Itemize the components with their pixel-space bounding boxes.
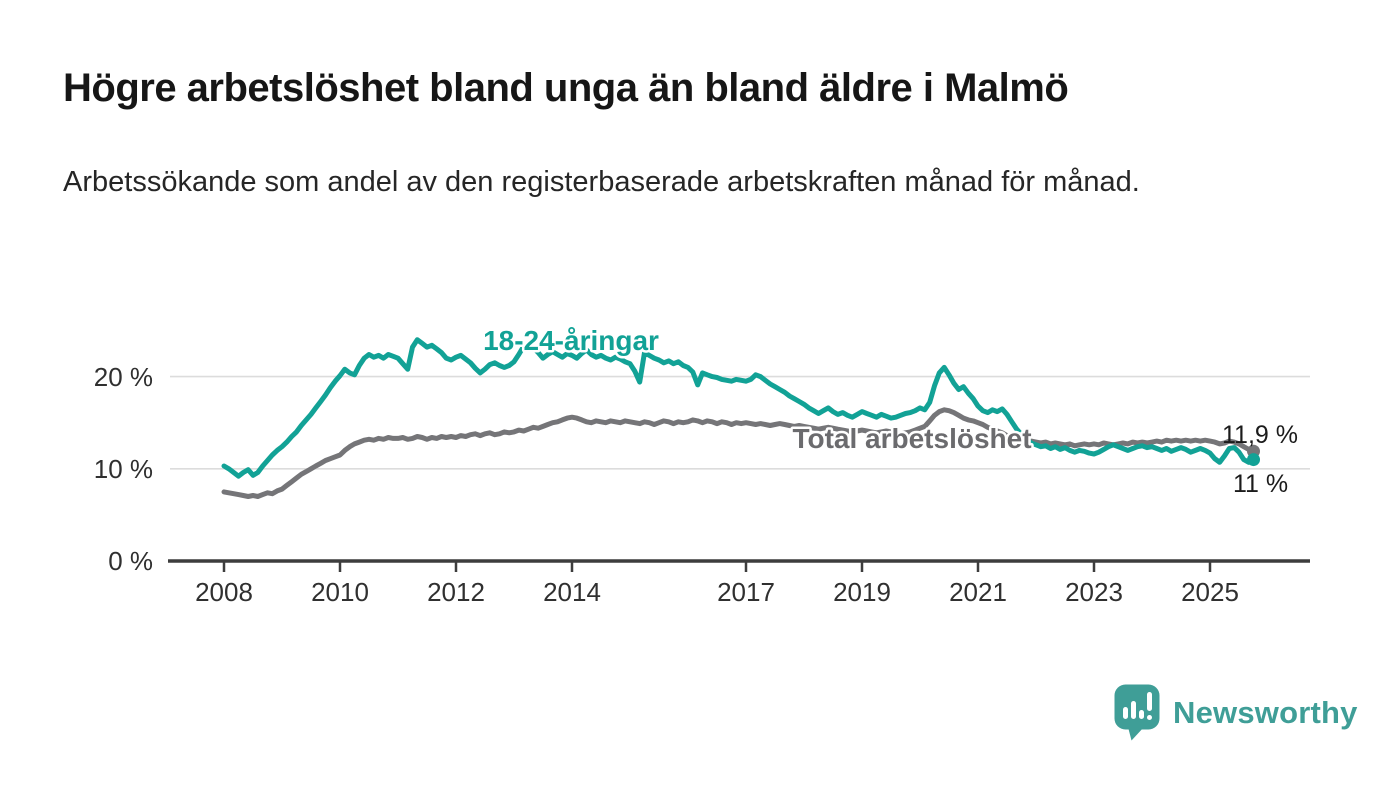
x-tick-label: 2008	[195, 577, 253, 607]
y-tick-label-10: 10 %	[94, 454, 153, 484]
x-tick-label: 2010	[311, 577, 369, 607]
gridlines	[170, 375, 1310, 470]
x-tick-label: 2012	[427, 577, 485, 607]
x-tick-label: 2023	[1065, 577, 1123, 607]
x-tick-label: 2019	[833, 577, 891, 607]
x-tick-label: 2014	[543, 577, 601, 607]
end-value-label-youth: 11 %	[1233, 470, 1288, 498]
x-axis: 2008 2010 2012 2014 2017 2019 2021 2023 2025	[168, 559, 1310, 607]
newsworthy-logo: Newsworthy	[1114, 684, 1358, 741]
newsworthy-icon	[1114, 684, 1160, 741]
chart-title: Högre arbetslöshet bland unga än bland ä…	[63, 66, 1069, 110]
y-tick-label-20: 20 %	[94, 362, 153, 392]
series-line	[221, 407, 1256, 499]
series-line	[221, 337, 1256, 479]
newsworthy-wordmark: Newsworthy	[1173, 694, 1358, 730]
series-label-youth: 18-24-åringar	[483, 325, 659, 356]
y-tick-label-0: 0 %	[108, 546, 153, 576]
x-tick-label: 2025	[1181, 577, 1239, 607]
chart-subtitle: Arbetssökande som andel av den registerb…	[63, 166, 1140, 198]
x-tick-label: 2017	[717, 577, 775, 607]
data-series	[221, 337, 1260, 499]
series-end-dot	[1247, 453, 1260, 467]
end-value-label-total: 11,9 %	[1222, 421, 1298, 449]
x-tick-label: 2021	[949, 577, 1007, 607]
series-label-total: Total arbetslöshet	[792, 423, 1031, 454]
